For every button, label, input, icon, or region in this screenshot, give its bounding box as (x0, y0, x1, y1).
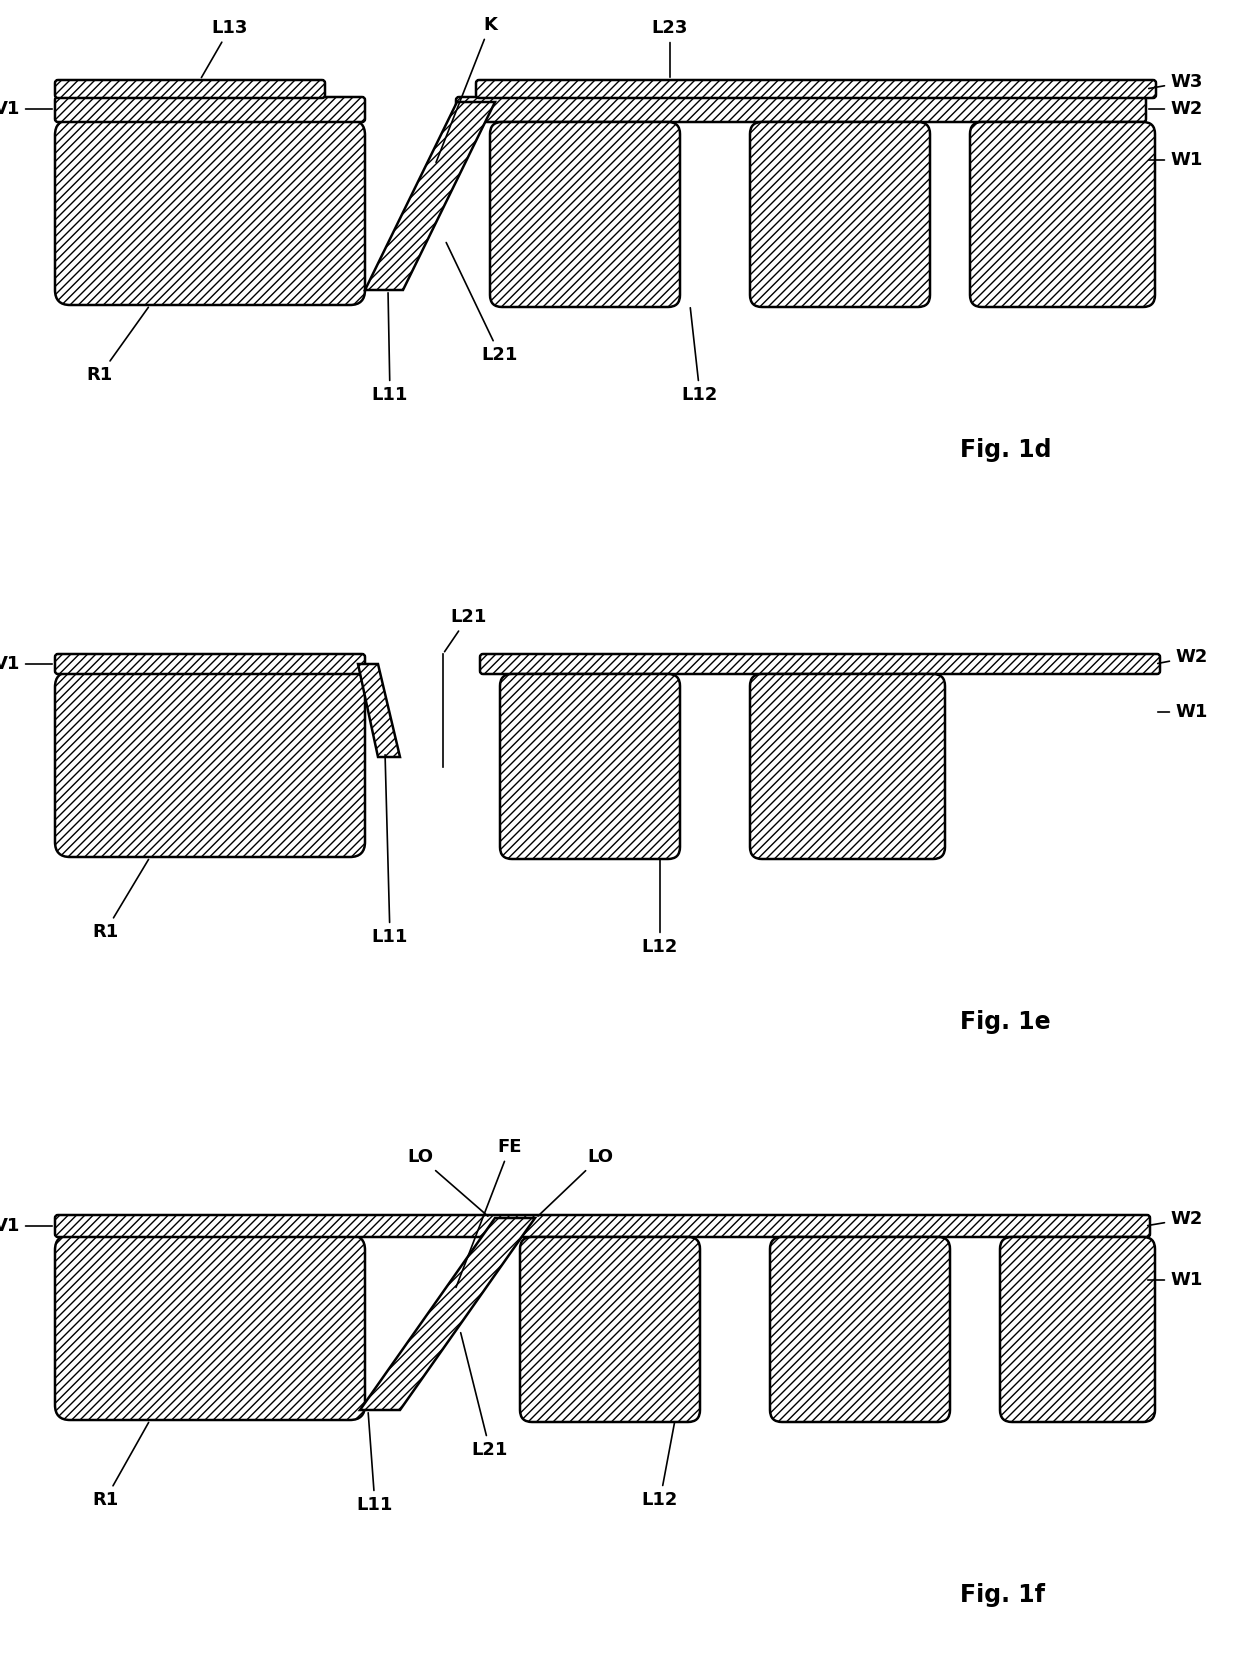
FancyBboxPatch shape (55, 654, 365, 674)
Text: R1: R1 (87, 308, 149, 385)
FancyBboxPatch shape (520, 1237, 701, 1421)
FancyBboxPatch shape (480, 654, 1159, 674)
FancyBboxPatch shape (970, 122, 1154, 308)
Text: V1: V1 (0, 1217, 52, 1236)
Text: W3: W3 (1148, 74, 1203, 90)
Text: W2: W2 (1158, 649, 1208, 665)
Text: L12: L12 (642, 859, 678, 956)
Text: L11: L11 (357, 1413, 393, 1515)
FancyBboxPatch shape (55, 120, 365, 304)
Text: W1: W1 (1148, 1271, 1203, 1289)
FancyBboxPatch shape (490, 122, 680, 308)
Text: R1: R1 (92, 1423, 149, 1510)
Text: V1: V1 (0, 655, 52, 674)
Text: L23: L23 (652, 18, 688, 77)
Text: L11: L11 (372, 293, 408, 405)
Text: LO: LO (407, 1149, 487, 1216)
Text: K: K (436, 17, 497, 162)
Text: L21: L21 (461, 1333, 508, 1460)
Text: L12: L12 (642, 1423, 678, 1510)
Text: W2: W2 (1148, 1211, 1203, 1227)
FancyBboxPatch shape (55, 672, 365, 858)
Text: Fig. 1d: Fig. 1d (960, 438, 1052, 461)
Text: L21: L21 (445, 609, 486, 652)
Text: W1: W1 (1148, 150, 1203, 169)
Text: L12: L12 (682, 308, 718, 405)
Text: W2: W2 (1148, 100, 1203, 119)
FancyBboxPatch shape (750, 122, 930, 308)
Text: LO: LO (538, 1149, 613, 1216)
FancyBboxPatch shape (55, 1236, 365, 1420)
FancyBboxPatch shape (750, 674, 945, 859)
FancyBboxPatch shape (55, 80, 325, 99)
FancyBboxPatch shape (999, 1237, 1154, 1421)
FancyBboxPatch shape (500, 674, 680, 859)
Text: Fig. 1e: Fig. 1e (960, 1010, 1050, 1033)
Text: Fig. 1f: Fig. 1f (960, 1583, 1045, 1607)
Text: V1: V1 (0, 100, 52, 119)
FancyBboxPatch shape (770, 1237, 950, 1421)
Text: L21: L21 (446, 242, 518, 364)
Text: R1: R1 (92, 859, 149, 941)
FancyBboxPatch shape (55, 1216, 1149, 1237)
Text: W1: W1 (1158, 702, 1208, 721)
Text: L11: L11 (372, 754, 408, 946)
Polygon shape (360, 1217, 534, 1409)
FancyBboxPatch shape (55, 97, 365, 122)
Polygon shape (358, 664, 401, 757)
FancyBboxPatch shape (476, 80, 1156, 99)
Text: FE: FE (456, 1139, 522, 1287)
Polygon shape (365, 102, 495, 289)
Text: L13: L13 (201, 18, 248, 77)
FancyBboxPatch shape (456, 97, 1146, 122)
